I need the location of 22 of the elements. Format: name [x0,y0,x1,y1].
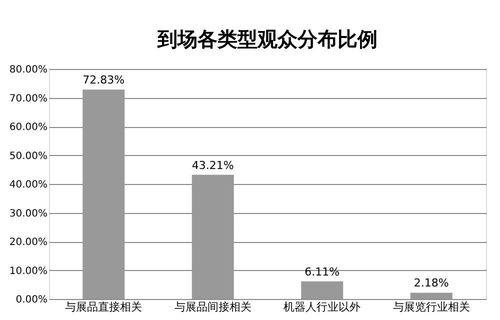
y-tick-label: 30.00% [9,208,48,220]
bar [192,174,234,299]
y-tick-label: 80.00% [9,64,48,76]
y-tick-label: 0.00% [16,294,48,306]
x-tick-label: 与展品直接相关 [65,300,142,314]
data-label: 43.21% [192,158,234,172]
y-tick-label: 70.00% [9,93,48,104]
y-tick-label: 60.00% [9,122,48,133]
x-tick-label: 与展品间接相关 [174,300,252,314]
x-tick-label: 与展览行业相关 [392,300,470,314]
x-tick-label: 机器人行业以外 [284,300,361,314]
y-tick-label: 50.00% [9,150,48,162]
y-tick-label: 20.00% [9,237,48,248]
bar [410,292,452,299]
chart-title: 到场各类型观众分布比例 [156,27,378,51]
y-tick-label: 10.00% [9,266,48,277]
bar [82,90,125,299]
bar [301,281,344,299]
data-label: 6.11% [304,265,340,278]
data-label: 72.83% [82,74,125,87]
data-label: 2.18% [414,276,449,290]
y-tick-label: 40.00% [9,180,48,190]
